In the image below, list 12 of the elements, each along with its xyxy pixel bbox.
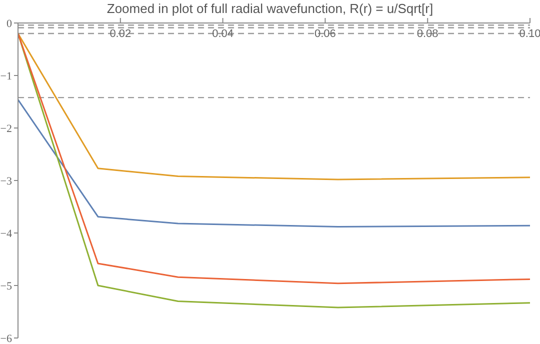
y-tick-label: 0	[6, 18, 12, 30]
y-tick-label: −2	[0, 122, 12, 135]
y-tick-label: −3	[0, 175, 12, 188]
x-tick-label: 0.06	[314, 28, 336, 40]
y-tick-label: −4	[0, 228, 12, 240]
y-tick-label: −5	[0, 280, 12, 292]
line-series	[18, 98, 530, 228]
x-tick-label: 0.10	[519, 28, 540, 40]
y-tick-label: −1	[0, 70, 12, 82]
x-tick-label: 0.08	[416, 28, 438, 40]
chart-title: Zoomed in plot of full radial wavefunction, R(r) = u/Sqrt[r]	[106, 0, 434, 18]
y-tick-label: −6	[0, 332, 12, 344]
